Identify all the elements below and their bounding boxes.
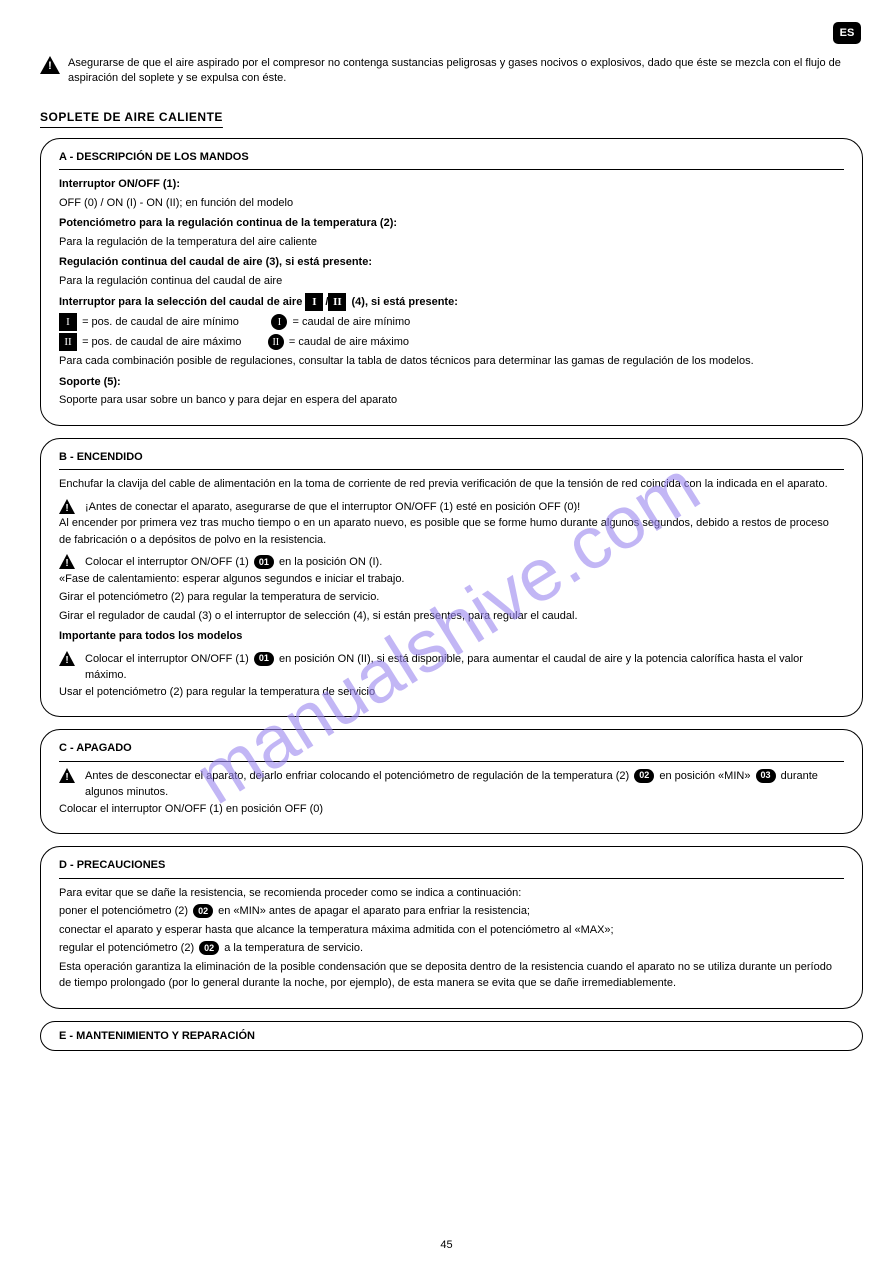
roman-one-square-icon: I	[59, 313, 77, 331]
box-b-title: B - ENCENDIDO	[59, 449, 844, 471]
box-d-l4-pre: regular el potenciómetro (2)	[59, 942, 194, 954]
box-a-l7-pre: Interruptor para la selección del caudal…	[59, 296, 302, 308]
box-b-b7: Usar el potenciómetro (2) para regular l…	[59, 684, 844, 701]
box-c-w-text: Antes de desconectar el aparato, dejarlo…	[85, 768, 844, 801]
ref-02-icon: 02	[634, 769, 654, 783]
box-b-w1: ¡Antes de conectar el aparato, asegurars…	[59, 499, 844, 516]
box-a-l12: Soporte para usar sobre un banco y para …	[59, 392, 844, 409]
box-d: D - PRECAUCIONES Para evitar que se dañe…	[40, 846, 863, 1009]
box-d-title: D - PRECAUCIONES	[59, 857, 844, 879]
box-a-l8-t1: = pos. de caudal de aire mínimo	[82, 316, 239, 328]
warning-icon	[59, 651, 75, 666]
box-d-l2-pre: poner el potenciómetro (2)	[59, 905, 188, 917]
language-badge: ES	[833, 22, 861, 44]
box-b-w3: Colocar el interruptor ON/OFF (1) 01 en …	[59, 651, 844, 684]
box-a-l7-post: (4), si está presente:	[352, 296, 458, 308]
box-d-l4: regular el potenciómetro (2) 02 a la tem…	[59, 940, 844, 957]
box-a-l6: Para la regulación continua del caudal d…	[59, 273, 844, 290]
box-c-w-mid: en posición «MIN»	[659, 770, 750, 782]
box-b-w2-pre: Colocar el interruptor ON/OFF (1)	[85, 556, 249, 568]
box-d-l2: poner el potenciómetro (2) 02 en «MIN» a…	[59, 903, 844, 920]
roman-two-circle-icon: II	[268, 334, 284, 350]
page-number: 45	[440, 1239, 452, 1251]
box-e-title: E - MANTENIMIENTO Y REPARACIÓN	[59, 1030, 255, 1042]
box-a-l5: Regulación continua del caudal de aire (…	[59, 254, 844, 271]
box-b-w2-post: en la posición ON (I).	[279, 556, 382, 568]
box-b-w1-text: ¡Antes de conectar el aparato, asegurars…	[85, 499, 844, 516]
warning-icon	[59, 554, 75, 569]
box-c-w-pre: Antes de desconectar el aparato, dejarlo…	[85, 770, 629, 782]
roman-two-square-icon: II	[328, 293, 346, 311]
ref-01-icon: 01	[254, 652, 274, 666]
box-e: E - MANTENIMIENTO Y REPARACIÓN	[40, 1021, 863, 1051]
box-d-l2-post: en «MIN» antes de apagar el aparato para…	[218, 905, 530, 917]
box-c-w: Antes de desconectar el aparato, dejarlo…	[59, 768, 844, 801]
box-b: B - ENCENDIDO Enchufar la clavija del ca…	[40, 438, 863, 718]
box-d-l4-post: a la temperatura de servicio.	[224, 942, 363, 954]
roman-one-circle-icon: I	[271, 314, 287, 330]
box-b-w3-pre: Colocar el interruptor ON/OFF (1)	[85, 653, 249, 665]
box-b-b1: Enchufar la clavija del cable de aliment…	[59, 476, 844, 493]
ref-02-icon: 02	[199, 941, 219, 955]
roman-one-square-icon: I	[305, 293, 323, 311]
box-a-l8-t2: = caudal de aire mínimo	[293, 316, 411, 328]
warning-icon	[59, 499, 75, 514]
box-a-l8: I = pos. de caudal de aire mínimo I = ca…	[59, 313, 844, 331]
box-d-l3: conectar el aparato y esperar hasta que …	[59, 922, 844, 939]
roman-two-square-icon: II	[59, 333, 77, 351]
box-c-title: C - APAGADO	[59, 740, 844, 762]
box-a: A - DESCRIPCIÓN DE LOS MANDOS Interrupto…	[40, 138, 863, 426]
box-b-w2: Colocar el interruptor ON/OFF (1) 01 en …	[59, 554, 844, 571]
box-b-b4: Girar el potenciómetro (2) para regular …	[59, 589, 844, 606]
top-warning: Asegurarse de que el aire aspirado por e…	[40, 56, 863, 86]
box-a-l3: Potenciómetro para la regulación continu…	[59, 215, 844, 232]
ref-02-icon: 02	[193, 904, 213, 918]
box-a-l9-t1: = pos. de caudal de aire máximo	[82, 336, 241, 348]
box-c-l2: Colocar el interruptor ON/OFF (1) en pos…	[59, 801, 844, 818]
section-heading: SOPLETE DE AIRE CALIENTE	[40, 110, 863, 124]
top-warning-text: Asegurarse de que el aire aspirado por e…	[68, 56, 863, 86]
box-a-l4: Para la regulación de la temperatura del…	[59, 234, 844, 251]
ref-03-icon: 03	[756, 769, 776, 783]
box-b-b3: «Fase de calentamiento: esperar algunos …	[59, 571, 844, 588]
box-a-l9: II = pos. de caudal de aire máximo II = …	[59, 333, 844, 351]
box-d-l1: Para evitar que se dañe la resistencia, …	[59, 885, 844, 902]
box-b-b2: Al encender por primera vez tras mucho t…	[59, 515, 844, 548]
warning-icon	[40, 56, 60, 74]
box-a-l7: Interruptor para la selección del caudal…	[59, 293, 844, 311]
warning-icon	[59, 768, 75, 783]
box-a-l2: OFF (0) / ON (I) - ON (II); en función d…	[59, 195, 844, 212]
box-b-b6: Importante para todos los modelos	[59, 628, 844, 645]
box-b-b5: Girar el regulador de caudal (3) o el in…	[59, 608, 844, 625]
box-a-l10: Para cada combinación posible de regulac…	[59, 353, 844, 370]
box-a-l1: Interruptor ON/OFF (1):	[59, 176, 844, 193]
box-a-title: A - DESCRIPCIÓN DE LOS MANDOS	[59, 149, 844, 171]
box-c: C - APAGADO Antes de desconectar el apar…	[40, 729, 863, 834]
box-b-w2-text: Colocar el interruptor ON/OFF (1) 01 en …	[85, 554, 844, 571]
box-a-l11: Soporte (5):	[59, 374, 844, 391]
box-d-l5: Esta operación garantiza la eliminación …	[59, 959, 844, 992]
ref-01-icon: 01	[254, 555, 274, 569]
box-b-w3-text: Colocar el interruptor ON/OFF (1) 01 en …	[85, 651, 844, 684]
box-a-l9-t2: = caudal de aire máximo	[289, 336, 409, 348]
